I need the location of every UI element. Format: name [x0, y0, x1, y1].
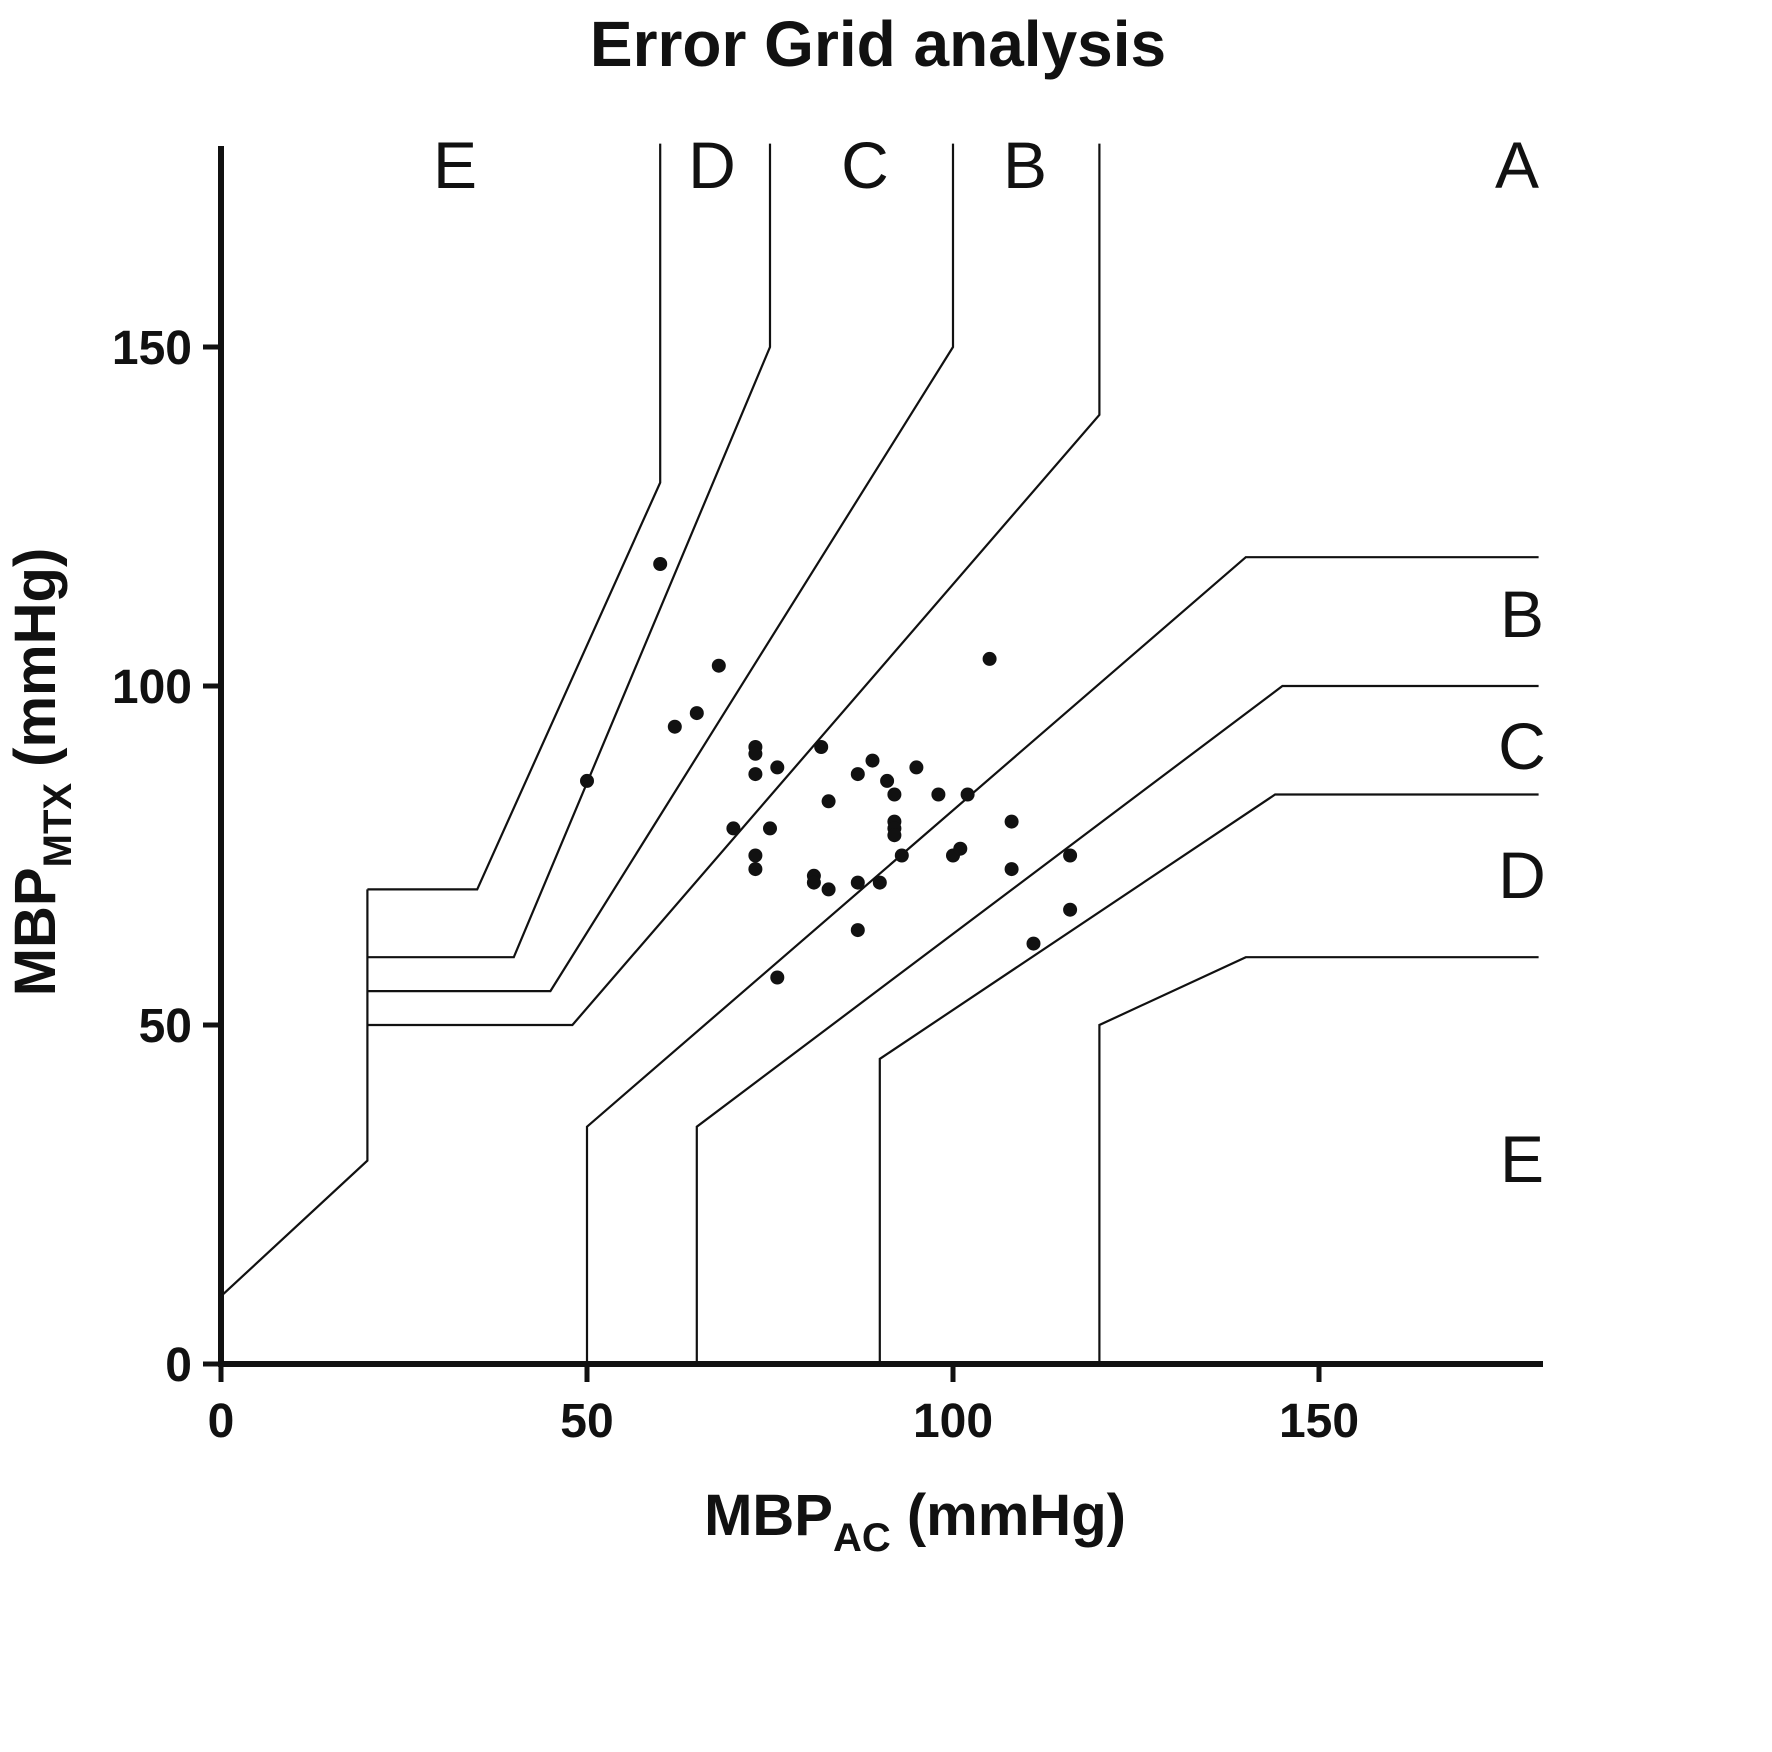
- zone-label-right-d: D: [1498, 838, 1546, 912]
- data-point: [748, 746, 763, 761]
- data-point: [814, 740, 829, 754]
- data-point: [909, 760, 924, 775]
- zone-line-1: [367, 143, 662, 891]
- y-tick-label: 0: [165, 1339, 192, 1392]
- data-point: [982, 651, 997, 666]
- zone-line-7: [695, 684, 1539, 1364]
- data-point: [887, 787, 902, 802]
- data-point: [689, 706, 704, 721]
- zone-line-6: [585, 556, 1539, 1364]
- data-point: [931, 787, 946, 802]
- zone-line-8: [878, 793, 1539, 1364]
- x-tick-label: 100: [913, 1395, 993, 1448]
- data-point: [850, 923, 865, 938]
- data-point: [748, 862, 763, 877]
- data-point: [726, 821, 741, 836]
- y-tick-label: 50: [139, 1000, 192, 1053]
- data-point: [806, 875, 821, 890]
- y-axis-label-unit: (mmHg): [3, 548, 68, 783]
- data-point: [953, 841, 968, 856]
- x-tick-label: 0: [208, 1395, 235, 1448]
- y-axis-label: MBPMTX (mmHg): [3, 548, 80, 997]
- data-point: [850, 875, 865, 890]
- zone-line-4: [367, 143, 1101, 1027]
- x-tick-label: 50: [560, 1395, 613, 1448]
- data-point: [850, 767, 865, 782]
- axis-ticks: 0 50 100 150 0 50 100 150: [112, 322, 1359, 1448]
- data-point: [872, 875, 887, 890]
- x-axis-label-sub: AC: [833, 1516, 891, 1560]
- data-point: [1004, 814, 1019, 829]
- data-points: [580, 557, 1078, 985]
- zone-label-right-b: B: [1500, 577, 1544, 651]
- zone-label-top-e: E: [433, 128, 477, 202]
- data-point: [880, 773, 895, 788]
- data-point: [894, 848, 909, 863]
- data-point: [1026, 936, 1041, 951]
- data-point: [821, 794, 836, 809]
- x-axis-label-unit: (mmHg): [891, 1483, 1126, 1548]
- chart-title: Error Grid analysis: [590, 8, 1166, 80]
- data-point: [711, 658, 726, 673]
- zone-line-3: [367, 143, 955, 993]
- data-point: [1063, 848, 1078, 863]
- zone-label-top-d: D: [688, 128, 736, 202]
- zone-line-5: [220, 889, 369, 1298]
- y-axis-label-sub: MTX: [36, 783, 80, 868]
- zone-label-top-c: C: [841, 128, 889, 202]
- x-axis-label-main: MBP: [704, 1483, 833, 1548]
- zone-label-top-b: B: [1003, 128, 1047, 202]
- y-tick-label: 150: [112, 322, 192, 375]
- data-point: [1004, 862, 1019, 877]
- zone-boundaries: [220, 143, 1539, 1364]
- data-point: [748, 848, 763, 863]
- data-point: [1063, 902, 1078, 917]
- zone-label-right-e: E: [1500, 1122, 1544, 1196]
- x-tick-label: 150: [1279, 1395, 1359, 1448]
- data-point: [763, 821, 777, 836]
- zone-label-top-a: A: [1495, 128, 1539, 202]
- data-point: [865, 753, 880, 768]
- data-point: [770, 760, 785, 775]
- y-tick-label: 100: [112, 661, 192, 714]
- data-point: [887, 828, 902, 843]
- data-point: [667, 719, 682, 734]
- x-axis-label: MBPAC (mmHg): [704, 1483, 1126, 1560]
- zone-line-9: [1098, 956, 1539, 1364]
- zone-line-2: [367, 143, 772, 959]
- data-point: [580, 773, 594, 788]
- data-point: [770, 970, 785, 985]
- zone-label-right-c: C: [1498, 709, 1546, 783]
- data-point: [821, 882, 836, 897]
- data-point: [653, 557, 668, 571]
- data-point: [960, 787, 975, 802]
- data-point: [748, 767, 763, 782]
- y-axis-label-main: MBP: [3, 867, 68, 996]
